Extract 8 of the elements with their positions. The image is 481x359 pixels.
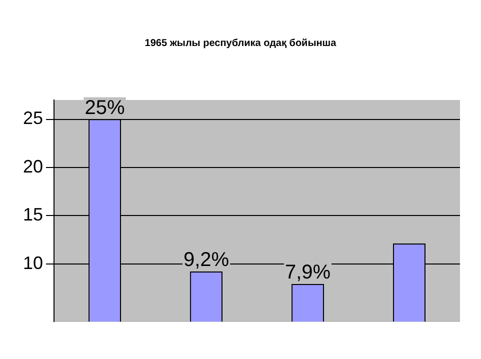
chart-title: 1965 жылы республика одақ бойынша <box>144 38 338 49</box>
data-label: 7,9% <box>284 262 331 284</box>
y-tick-label: 10 <box>22 252 44 273</box>
y-tick-label: 15 <box>22 204 44 225</box>
data-label: 9,2% <box>183 249 230 272</box>
data-label: 25% <box>84 96 125 119</box>
y-tick-label: 20 <box>22 156 44 176</box>
y-tick-label: 25 <box>22 108 44 128</box>
